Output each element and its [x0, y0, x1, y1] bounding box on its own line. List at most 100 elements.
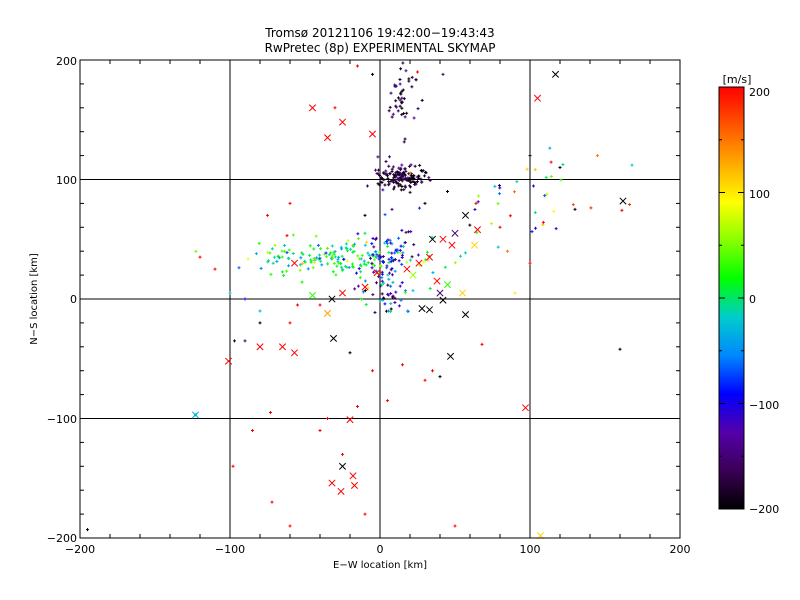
- data-point: [496, 202, 500, 206]
- data-point: [496, 245, 500, 249]
- data-point: [237, 266, 241, 270]
- axis-ticks: [79, 59, 681, 539]
- data-point: [446, 352, 455, 360]
- data-point: [329, 334, 338, 342]
- data-point: [382, 296, 386, 300]
- data-point: [356, 237, 360, 241]
- data-point: [390, 207, 394, 211]
- data-point: [287, 264, 291, 268]
- data-point: [396, 171, 400, 175]
- data-point: [515, 180, 519, 184]
- data-point: [380, 292, 384, 296]
- data-point: [349, 472, 357, 480]
- data-point: [257, 241, 261, 245]
- data-point: [330, 257, 334, 261]
- data-point: [383, 241, 387, 245]
- data-point: [345, 259, 349, 263]
- data-point: [298, 263, 302, 267]
- data-point: [385, 266, 389, 270]
- data-point: [422, 260, 426, 264]
- data-point: [387, 109, 391, 113]
- data-point: [475, 231, 479, 235]
- data-point: [380, 181, 384, 185]
- data-point: [326, 246, 330, 250]
- data-point: [533, 168, 537, 172]
- data-point: [332, 251, 336, 255]
- data-point: [330, 254, 334, 258]
- data-point: [389, 260, 393, 264]
- data-point: [411, 177, 415, 181]
- data-point: [534, 226, 538, 230]
- data-point: [368, 130, 377, 138]
- data-point: [387, 261, 391, 265]
- data-point: [549, 174, 553, 178]
- data-point: [358, 276, 362, 280]
- data-point: [351, 250, 355, 254]
- data-point: [385, 241, 389, 245]
- data-point: [379, 264, 383, 268]
- data-point: [439, 296, 447, 304]
- data-point: [480, 342, 484, 346]
- x-axis-label: E−W location [km]: [333, 560, 427, 571]
- data-point: [337, 487, 345, 495]
- data-point: [423, 201, 427, 205]
- data-point: [243, 339, 247, 343]
- data-point: [370, 242, 374, 246]
- data-point: [401, 251, 405, 255]
- data-point: [620, 208, 624, 212]
- data-point: [361, 290, 365, 294]
- data-point: [383, 213, 387, 217]
- data-point: [246, 257, 250, 261]
- data-point: [360, 297, 364, 301]
- data-point: [323, 134, 332, 142]
- data-point: [326, 262, 330, 266]
- data-point: [342, 257, 346, 261]
- data-point: [345, 249, 349, 253]
- data-point: [533, 94, 542, 102]
- data-point: [381, 171, 385, 175]
- data-point: [380, 283, 384, 287]
- data-point: [528, 154, 532, 158]
- data-point: [387, 293, 391, 297]
- x-tick-label: 100: [520, 543, 541, 556]
- data-point: [371, 253, 375, 257]
- data-point: [512, 190, 516, 194]
- data-point: [398, 78, 402, 82]
- data-point: [399, 188, 403, 192]
- data-point: [379, 255, 383, 259]
- data-point: [428, 235, 437, 243]
- data-point: [350, 481, 359, 489]
- data-point: [318, 303, 322, 307]
- data-point: [386, 399, 389, 403]
- data-point: [400, 96, 404, 100]
- data-point: [296, 303, 299, 307]
- data-point: [374, 255, 378, 259]
- data-point: [468, 223, 472, 227]
- grid-lines: [80, 60, 680, 538]
- data-point: [381, 188, 385, 192]
- data-point: [341, 268, 345, 272]
- data-point: [291, 233, 295, 237]
- data-point: [411, 179, 415, 183]
- data-point: [398, 104, 402, 108]
- data-point: [314, 234, 318, 238]
- data-point: [548, 146, 552, 150]
- data-point: [194, 413, 197, 417]
- data-point: [420, 98, 424, 102]
- data-point: [409, 163, 413, 167]
- data-point: [377, 275, 381, 279]
- data-point: [334, 273, 338, 277]
- data-point: [409, 180, 413, 184]
- chart-title: Tromsø 20121106 19:42:00−19:43:43: [264, 26, 494, 40]
- data-point: [410, 85, 414, 89]
- data-point: [311, 266, 315, 270]
- data-point: [318, 428, 322, 432]
- data-point: [461, 310, 470, 319]
- data-point: [407, 230, 411, 234]
- data-point: [417, 174, 421, 178]
- data-point: [377, 257, 381, 261]
- data-point: [407, 79, 411, 83]
- data-point: [431, 271, 435, 275]
- data-point: [410, 75, 414, 79]
